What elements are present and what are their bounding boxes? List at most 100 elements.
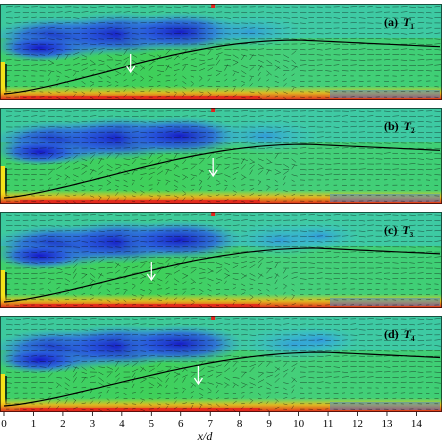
vector-arrow xyxy=(409,224,416,226)
vector-arrow xyxy=(325,376,332,378)
vector-arrow xyxy=(215,164,220,170)
vector-arrow xyxy=(106,350,114,352)
vector-arrow xyxy=(400,136,407,138)
vector-arrow xyxy=(81,63,89,66)
vector-arrow xyxy=(157,294,162,297)
vector-arrow xyxy=(358,17,366,19)
vector-arrow xyxy=(207,387,212,391)
vector-arrow xyxy=(131,318,138,320)
vector-arrow xyxy=(257,289,262,292)
vector-arrow xyxy=(215,389,219,394)
vector-arrow xyxy=(73,174,79,178)
vector-arrow xyxy=(358,38,365,40)
vector-arrow xyxy=(106,387,111,389)
vector-arrow xyxy=(283,241,290,243)
vector-arrow xyxy=(31,153,38,155)
vector-arrow xyxy=(333,329,340,331)
vector-field xyxy=(5,110,442,204)
vector-arrow xyxy=(22,361,30,363)
vector-arrow xyxy=(316,54,324,56)
vector-arrow xyxy=(182,6,189,8)
vector-arrow xyxy=(39,64,47,66)
vector-arrow xyxy=(39,240,47,242)
x-tick-label: 2 xyxy=(60,418,66,430)
vector-arrow xyxy=(47,62,55,66)
vector-arrow xyxy=(39,32,46,34)
vector-arrow xyxy=(249,363,257,367)
vector-arrow xyxy=(224,274,230,279)
vector-arrow xyxy=(207,184,212,187)
vector-arrow xyxy=(291,272,298,274)
vector-arrow xyxy=(165,258,171,263)
vector-arrow xyxy=(241,27,248,29)
vector-arrow xyxy=(22,323,29,325)
vector-arrow xyxy=(316,408,322,410)
vector-arrow xyxy=(81,81,86,85)
vector-arrow xyxy=(73,268,77,274)
vector-arrow xyxy=(89,131,97,134)
vector-arrow xyxy=(64,260,72,263)
vector-arrow xyxy=(98,214,104,216)
vector-arrow xyxy=(316,366,323,368)
vector-arrow xyxy=(358,48,366,50)
vector-arrow xyxy=(106,110,114,112)
vector-arrow xyxy=(89,339,96,342)
vector-arrow xyxy=(81,179,85,182)
vector-arrow xyxy=(257,71,261,77)
vector-arrow xyxy=(131,73,134,77)
vector-arrow xyxy=(291,303,296,306)
vector-arrow xyxy=(115,269,120,274)
vector-arrow xyxy=(400,27,408,30)
vector-arrow xyxy=(106,54,113,59)
vector-arrow xyxy=(291,384,295,389)
vector-arrow xyxy=(64,333,72,336)
vector-arrow xyxy=(56,22,63,24)
inlet-wall xyxy=(5,64,7,96)
vector-arrow xyxy=(215,72,221,77)
vector-arrow xyxy=(148,297,152,300)
vector-arrow xyxy=(14,397,20,399)
vector-arrow xyxy=(73,190,78,193)
vector-arrow xyxy=(56,49,63,51)
vector-arrow xyxy=(73,160,79,165)
vector-arrow xyxy=(47,333,55,336)
vector-arrow xyxy=(31,361,38,363)
vector-arrow xyxy=(123,110,130,112)
vector-arrow xyxy=(434,318,441,320)
vector-arrow xyxy=(89,6,97,8)
vector-arrow xyxy=(241,265,247,269)
vector-arrow xyxy=(232,318,240,320)
vector-arrow xyxy=(140,43,148,45)
top-marker xyxy=(211,316,216,320)
vector-arrow xyxy=(224,166,230,170)
vector-arrow xyxy=(358,59,366,61)
vector-arrow xyxy=(316,225,323,227)
vector-arrow xyxy=(291,179,295,182)
vector-arrow xyxy=(165,95,171,98)
vector-arrow xyxy=(47,278,55,281)
vector-arrow xyxy=(274,304,280,307)
panel-4: (d) T4 xyxy=(0,316,442,413)
vector-arrow xyxy=(98,401,101,404)
vector-arrow xyxy=(14,318,22,320)
vector-arrow xyxy=(106,33,113,35)
vector-arrow xyxy=(215,155,223,159)
vector-arrow xyxy=(283,59,290,62)
vector-arrow xyxy=(400,11,408,13)
vector-arrow xyxy=(182,81,187,85)
vector-arrow xyxy=(207,283,212,287)
vector-arrow xyxy=(173,73,177,77)
panel-subscript: 3 xyxy=(410,231,414,239)
vector-arrow xyxy=(64,75,70,78)
vector-arrow xyxy=(39,189,44,191)
vector-arrow xyxy=(123,408,128,410)
vector-arrow xyxy=(5,240,13,242)
vector-arrow xyxy=(425,174,432,176)
vector-arrow xyxy=(39,324,46,326)
marker-arrowhead xyxy=(208,169,218,178)
vector-arrow xyxy=(73,360,80,362)
vector-arrow xyxy=(417,267,424,269)
vector-arrow xyxy=(115,377,120,383)
vector-arrow xyxy=(316,120,324,122)
vector-arrow xyxy=(98,195,102,199)
